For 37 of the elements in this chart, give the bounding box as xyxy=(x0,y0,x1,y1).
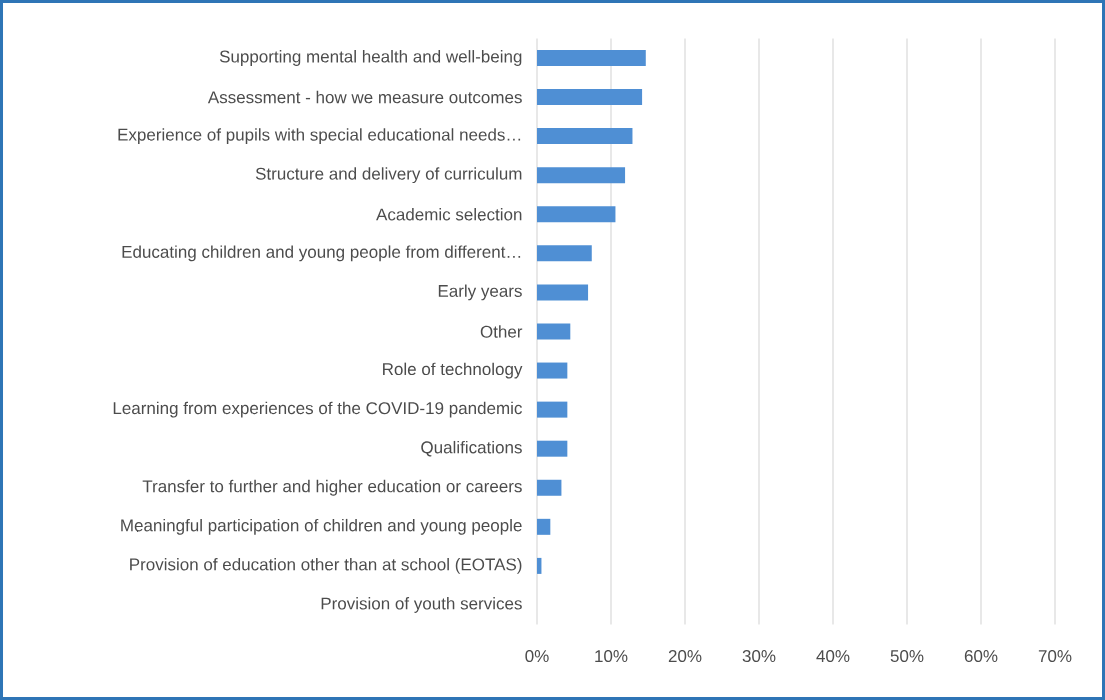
bar xyxy=(537,440,568,457)
x-tick-label: 20% xyxy=(668,650,702,663)
y-tick-label: Educating children and young people from different… xyxy=(122,245,521,262)
y-tick-label: Provision of education other than at school (EOTAS) xyxy=(130,557,522,574)
y-tick-label: Transfer to further and higher education or careers xyxy=(142,479,522,496)
x-tick-label: 50% xyxy=(890,650,924,663)
bar xyxy=(537,167,626,184)
bar xyxy=(537,128,633,145)
y-tick-label: Meaningful participation of children and young people xyxy=(121,518,522,535)
y-tick-label: Supporting mental health and well-being xyxy=(219,50,522,66)
x-tick-label: 0% xyxy=(525,650,549,663)
bar xyxy=(537,49,646,66)
y-tick-label: Structure and delivery of curriculum xyxy=(255,167,522,184)
y-tick-label: Assessment - how we measure outcomes xyxy=(207,90,522,104)
x-tick-label: 40% xyxy=(816,650,850,663)
bar xyxy=(537,89,643,106)
bar xyxy=(537,479,562,496)
y-tick-label: Experience of pupils with special educational needs… xyxy=(118,128,521,145)
bar xyxy=(537,362,568,379)
x-tick-label: 60% xyxy=(964,650,998,663)
y-tick-label: Role of technology xyxy=(383,362,523,379)
bar xyxy=(537,206,616,223)
bar xyxy=(537,245,592,262)
bar xyxy=(537,401,568,418)
y-tick-label: Academic selection xyxy=(376,208,522,221)
bar xyxy=(537,518,551,535)
y-tick-label: Learning from experiences of the COVID-19 pandemic xyxy=(113,401,522,418)
bar xyxy=(537,557,542,574)
y-tick-label: Qualifications xyxy=(421,440,522,457)
y-tick-label: Early years xyxy=(438,284,522,301)
y-tick-label: Other xyxy=(480,325,523,338)
bar xyxy=(537,284,589,301)
x-tick-label: 30% xyxy=(742,650,776,663)
y-tick-label: Provision of youth services xyxy=(321,597,522,613)
x-tick-label: 70% xyxy=(1038,650,1072,663)
x-tick-label: 10% xyxy=(595,650,628,663)
bar xyxy=(537,323,571,340)
